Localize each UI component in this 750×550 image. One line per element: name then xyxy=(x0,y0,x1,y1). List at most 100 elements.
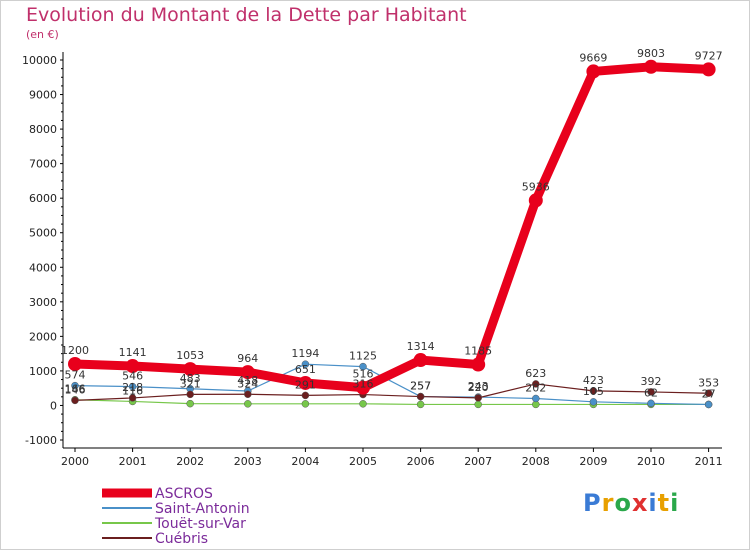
data-label-cu-bris: 353 xyxy=(698,376,719,389)
legend-label-cu-bris: Cuébris xyxy=(155,531,208,547)
data-point-tou-t-sur-var xyxy=(474,400,482,409)
data-point-ascros xyxy=(701,62,716,77)
data-point-tou-t-sur-var xyxy=(416,400,425,409)
series-cu-bris xyxy=(71,380,713,405)
x-tick-label: 2011 xyxy=(695,455,723,468)
data-label-tou-t-sur-var: 166 xyxy=(65,383,86,396)
data-point-cu-bris xyxy=(128,394,137,402)
logo-letter: i xyxy=(670,489,680,517)
data-label-saint-antonin: 243 xyxy=(468,380,489,393)
data-point-cu-bris xyxy=(532,380,540,388)
data-labels: 1200 1141 1053 964 651 516 1314 1185 5936 9669 980… xyxy=(61,47,723,401)
data-point-tou-t-sur-var xyxy=(186,399,194,408)
data-point-ascros xyxy=(356,380,370,395)
data-label-saint-antonin: 418 xyxy=(237,374,258,387)
data-label-cu-bris: 146 xyxy=(65,383,86,396)
y-tick-label: 9000 xyxy=(29,89,57,102)
data-point-ascros xyxy=(240,365,255,380)
data-label-ascros: 1185 xyxy=(464,345,492,358)
x-tick-label: 2000 xyxy=(61,455,89,468)
y-tick-label: 3000 xyxy=(29,296,57,309)
data-label-ascros: 1141 xyxy=(119,346,147,359)
data-label-cu-bris: 321 xyxy=(180,377,201,390)
y-tick-label: 0 xyxy=(50,399,57,412)
y-tick-label: 6000 xyxy=(29,192,57,205)
x-tick-label: 2005 xyxy=(349,455,377,468)
data-point-cu-bris xyxy=(474,394,482,402)
data-label-saint-antonin: 1125 xyxy=(349,350,377,363)
logo-letter: i xyxy=(648,489,658,517)
logo-letter: o xyxy=(614,489,632,517)
data-label-ascros: 1314 xyxy=(407,340,435,353)
data-label-cu-bris: 316 xyxy=(353,378,374,391)
legend-item-tou-t-sur-var: Touët-sur-Var xyxy=(102,516,246,532)
y-tick-label: -1000 xyxy=(25,434,57,447)
y-tick-label: 5000 xyxy=(29,227,57,240)
data-point-ascros xyxy=(125,359,140,374)
x-tick-label: 2002 xyxy=(176,455,204,468)
x-tick-label: 2007 xyxy=(464,455,492,468)
x-tick-label: 2004 xyxy=(291,455,319,468)
data-label-ascros: 5936 xyxy=(522,180,550,193)
legend-item-cu-bris: Cuébris xyxy=(102,531,208,547)
x-tick-label: 2010 xyxy=(637,455,665,468)
data-label-ascros: 651 xyxy=(295,363,316,376)
data-label-ascros: 964 xyxy=(237,352,258,365)
data-label-ascros: 1053 xyxy=(176,349,204,362)
data-label-ascros: 9803 xyxy=(637,47,665,60)
data-label-saint-antonin: 1194 xyxy=(291,347,319,360)
y-tick-label: 1000 xyxy=(29,365,57,378)
axes: -1000 0 1000 2000 3000 4000 5000 6000 7000 8000 90… xyxy=(22,52,723,468)
series-line-tou-t-sur-var xyxy=(74,399,710,406)
data-point-saint-antonin xyxy=(128,382,137,391)
data-label-saint-antonin: 546 xyxy=(122,370,143,383)
legend-item-ascros: ASCROS xyxy=(102,486,213,502)
data-point-cu-bris xyxy=(704,389,713,398)
chart-subtitle: (en €) xyxy=(26,28,59,41)
data-point-cu-bris xyxy=(186,390,194,399)
x-tick-label: 2003 xyxy=(234,455,262,468)
data-point-ascros xyxy=(298,375,313,390)
data-point-ascros xyxy=(471,357,486,372)
data-point-tou-t-sur-var xyxy=(301,400,310,408)
legend-label-ascros: ASCROS xyxy=(155,486,213,502)
x-tick-label: 2001 xyxy=(119,455,147,468)
data-label-cu-bris: 324 xyxy=(237,377,258,390)
logo-letter: t xyxy=(657,489,671,517)
data-point-ascros xyxy=(528,193,543,208)
x-tick-label: 2008 xyxy=(522,455,550,468)
data-label-cu-bris: 423 xyxy=(583,374,604,387)
logo-letter: r xyxy=(601,489,615,517)
proxiti-logo: Proxiti xyxy=(583,489,679,517)
data-point-ascros xyxy=(413,353,428,368)
data-point-saint-antonin xyxy=(301,360,310,368)
x-tick-label: 2006 xyxy=(407,455,435,468)
data-point-ascros xyxy=(644,59,658,74)
y-tick-label: 4000 xyxy=(29,261,57,274)
data-point-saint-antonin xyxy=(359,362,367,371)
data-label-cu-bris: 218 xyxy=(122,381,143,394)
legend-label-tou-t-sur-var: Touët-sur-Var xyxy=(154,516,246,532)
data-point-ascros xyxy=(183,362,198,377)
data-point-cu-bris xyxy=(416,392,425,401)
logo-letter: x xyxy=(631,489,649,517)
logo-letter: P xyxy=(583,489,602,517)
data-label-saint-antonin: 105 xyxy=(583,385,604,398)
series-line-ascros xyxy=(70,62,714,393)
data-label-saint-antonin: 257 xyxy=(410,380,431,393)
y-tick-label: 2000 xyxy=(29,330,57,343)
x-tick-label: 2009 xyxy=(579,455,607,468)
data-label-tou-t-sur-var: 116 xyxy=(122,384,143,397)
series-lines xyxy=(68,59,716,409)
data-label-saint-antonin: 483 xyxy=(180,372,201,385)
data-point-cu-bris xyxy=(301,391,310,400)
data-label-ascros: 516 xyxy=(353,368,374,381)
data-point-tou-t-sur-var xyxy=(244,400,252,408)
y-tick-label: 10000 xyxy=(22,54,57,67)
series-ascros xyxy=(68,59,716,395)
data-point-cu-bris xyxy=(647,388,655,396)
data-point-saint-antonin xyxy=(589,398,598,406)
